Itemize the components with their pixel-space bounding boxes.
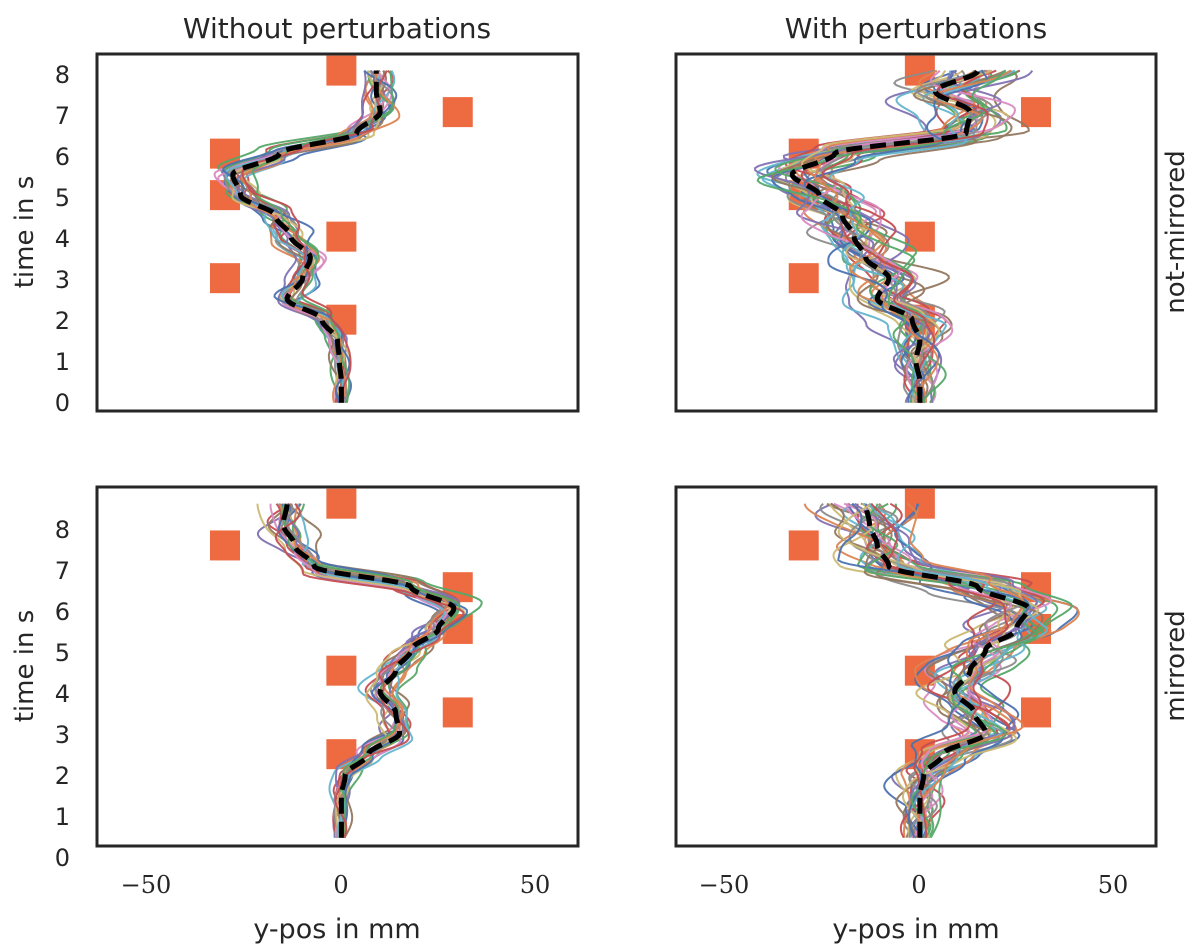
ytick-top-5: 5: [55, 184, 70, 212]
trial-line: [906, 502, 1025, 838]
xtick-left-0: 0: [333, 871, 348, 899]
trial-line: [771, 70, 977, 403]
ytick-top-6: 6: [55, 143, 70, 171]
axes-frame: [95, 52, 580, 413]
trial-line: [222, 69, 398, 404]
ytick-top-0: 0: [55, 389, 70, 417]
trial-line: [229, 70, 388, 403]
ytick-bottom-7: 7: [55, 557, 70, 585]
row-label-not-mirrored: not-mirrored: [1161, 150, 1191, 313]
trial-line: [240, 70, 386, 403]
trial-line: [800, 69, 993, 403]
panel-mirrored-with: [674, 485, 1158, 848]
ytick-top-3: 3: [55, 266, 70, 294]
xtick-right-50: 50: [1098, 871, 1129, 899]
trial-line: [274, 503, 465, 838]
panel-mirrored-without: [95, 485, 580, 848]
ytick-bottom-4: 4: [55, 680, 70, 708]
trial-line: [241, 70, 388, 403]
trial-line: [868, 503, 1074, 839]
ytick-bottom-2: 2: [55, 762, 70, 790]
axes-frame: [95, 485, 580, 848]
mean-trajectory: [280, 503, 457, 838]
xlabel-right: y-pos in mm: [832, 914, 999, 945]
ytick-bottom-6: 6: [55, 598, 70, 626]
target-marker: [904, 488, 935, 519]
target-marker: [1021, 697, 1051, 728]
col-title-without: Without perturbations: [183, 12, 491, 45]
target-marker: [326, 655, 357, 686]
trial-line: [235, 70, 367, 403]
target-marker: [788, 263, 819, 294]
trial-line: [296, 503, 446, 838]
trial-line: [813, 69, 1012, 403]
axes-frame: [674, 52, 1158, 413]
ylabel-bottom: time in s: [10, 610, 40, 723]
target-marker: [210, 263, 241, 294]
target-marker: [442, 697, 473, 728]
mean-trajectory: [230, 70, 383, 403]
ytick-bottom-1: 1: [55, 803, 70, 831]
trial-line: [837, 502, 1040, 838]
ytick-top-7: 7: [55, 102, 70, 130]
trial-line: [761, 70, 953, 403]
trial-line: [288, 503, 455, 839]
ylabel-top: time in s: [10, 176, 40, 289]
mean-trajectory: [863, 503, 1031, 838]
target-marker: [1021, 97, 1051, 128]
trial-line: [803, 70, 989, 403]
panel-not-mirrored-without: [95, 52, 580, 413]
col-title-with: With perturbations: [785, 12, 1047, 45]
ytick-bottom-3: 3: [55, 721, 70, 749]
target-marker: [326, 488, 357, 519]
panel-not-mirrored-with: [674, 52, 1158, 413]
ytick-top-1: 1: [55, 348, 70, 376]
target-marker: [326, 55, 357, 86]
trial-line: [285, 503, 450, 838]
xtick-right-neg50: −50: [699, 871, 750, 899]
xtick-left-neg50: −50: [121, 871, 172, 899]
trial-line: [293, 503, 456, 838]
mean-trajectory: [789, 69, 981, 403]
xlabel-left: y-pos in mm: [253, 914, 420, 945]
ytick-bottom-0: 0: [55, 844, 70, 872]
axes-frame: [674, 485, 1158, 848]
target-marker: [442, 97, 473, 128]
target-marker: [326, 221, 357, 252]
ytick-top-4: 4: [55, 225, 70, 253]
ytick-bottom-8: 8: [55, 516, 70, 544]
target-marker: [210, 530, 241, 561]
trial-line: [821, 69, 989, 404]
xtick-right-0: 0: [911, 871, 926, 899]
ytick-top-2: 2: [55, 307, 70, 335]
xtick-left-50: 50: [520, 871, 551, 899]
trial-line: [756, 69, 1007, 404]
target-marker: [904, 221, 935, 252]
row-label-mirrored: mirrored: [1161, 610, 1191, 721]
trial-line: [240, 70, 385, 403]
trial-line: [753, 69, 1003, 403]
target-marker: [788, 530, 819, 561]
trial-line: [870, 503, 1049, 838]
ytick-top-8: 8: [55, 61, 70, 89]
trial-line: [805, 69, 993, 403]
ytick-bottom-5: 5: [55, 639, 70, 667]
